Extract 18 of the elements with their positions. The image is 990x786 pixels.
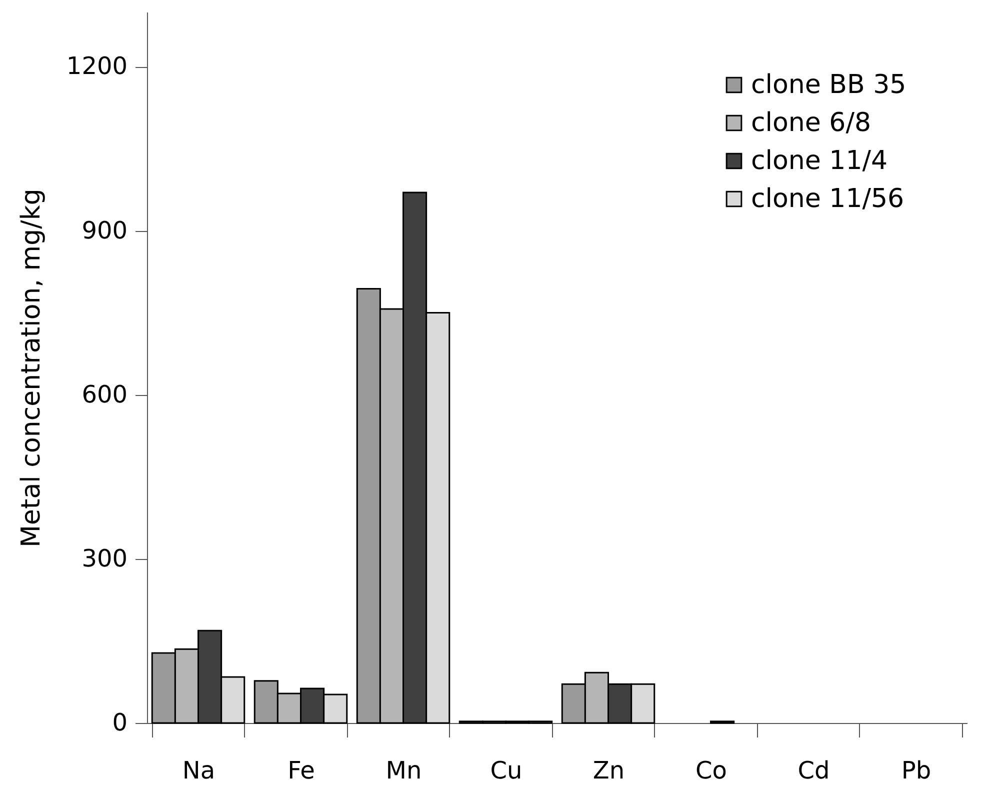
x-tick-label: Na [182,756,216,784]
x-tick-label: Cu [490,756,522,784]
y-tick-label: 900 [82,216,128,244]
x-tick-label: Fe [288,756,315,784]
y-tick-label: 600 [82,380,128,408]
legend-label: clone 6/8 [751,108,872,138]
x-tick-label: Mn [386,756,422,784]
y-tick-label: 1200 [66,52,128,80]
y-tick-label: 300 [82,544,128,572]
y-tick-label: 0 [112,708,128,736]
legend-label: clone 11/56 [751,184,904,214]
x-tick-label: Pb [901,756,932,784]
x-tick-label: Cd [798,756,830,784]
legend-label: clone 11/4 [751,146,888,176]
y-axis-title: Metal concentration, mg/kg [16,188,46,548]
x-tick-label: Co [696,756,727,784]
legend-label: clone BB 35 [751,70,906,100]
x-tick-label: Zn [592,756,625,784]
